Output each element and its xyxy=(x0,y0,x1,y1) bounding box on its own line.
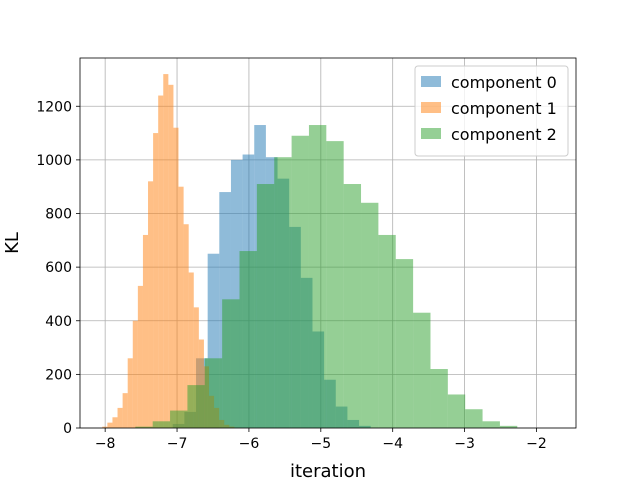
histogram-bar xyxy=(132,320,138,428)
histogram-bar xyxy=(499,425,518,428)
histogram-bar xyxy=(482,421,500,428)
x-tick-label: −8 xyxy=(95,436,116,452)
y-tick-label: 1200 xyxy=(36,99,72,115)
histogram-bar xyxy=(117,407,123,428)
histogram-bar xyxy=(230,159,243,428)
legend-label: component 2 xyxy=(451,125,557,144)
legend-swatch xyxy=(421,102,441,113)
histogram-bar xyxy=(152,421,171,428)
legend-label: component 0 xyxy=(451,73,557,92)
histogram-bar xyxy=(187,385,205,428)
histogram-bar xyxy=(142,234,149,428)
histogram-bar xyxy=(122,393,128,428)
histogram-bar xyxy=(274,157,292,429)
histogram-bar xyxy=(256,184,275,428)
histogram-bar xyxy=(291,135,309,429)
series-1-bars xyxy=(102,74,235,429)
x-tick-label: −3 xyxy=(454,436,475,452)
histogram-bar xyxy=(158,95,164,429)
bars xyxy=(102,74,518,429)
histogram-bar xyxy=(222,299,240,428)
histogram-bar xyxy=(135,426,153,428)
histogram-bar xyxy=(178,186,184,428)
histogram-bar xyxy=(378,234,396,428)
x-tick-label: −4 xyxy=(382,436,403,452)
histogram-bar xyxy=(170,410,188,428)
histogram-bar xyxy=(308,125,327,428)
histogram-bar xyxy=(361,202,379,428)
histogram-bar xyxy=(326,141,344,428)
series-2-bars xyxy=(135,125,518,429)
histogram-bar xyxy=(168,84,174,429)
x-tick-label: −2 xyxy=(526,436,547,452)
y-tick-label: 600 xyxy=(45,260,72,276)
histogram-bar xyxy=(127,358,133,428)
histogram-bar xyxy=(148,181,154,428)
histogram-bar xyxy=(204,358,223,428)
histogram-bar xyxy=(173,127,179,428)
histogram-bar xyxy=(107,422,113,428)
histogram-bar xyxy=(153,133,159,429)
x-axis-ticks: −8 −7 −6 −5 −4 −3 −2 xyxy=(95,428,547,452)
histogram-bar xyxy=(112,417,118,428)
legend-swatch xyxy=(421,76,441,87)
y-tick-label: 800 xyxy=(45,207,72,223)
histogram-bar xyxy=(343,184,362,428)
axes-frame xyxy=(79,57,577,429)
histogram-bar xyxy=(183,224,189,428)
y-tick-label: 200 xyxy=(45,367,72,383)
legend-label: component 1 xyxy=(451,99,557,118)
x-axis-label: iteration xyxy=(290,461,366,480)
x-tick-label: −6 xyxy=(239,436,260,452)
legend-box xyxy=(414,65,569,157)
histogram-bar xyxy=(239,251,257,428)
histogram-bar xyxy=(413,312,431,428)
y-tick-label: 0 xyxy=(63,421,72,437)
x-tick-label: −7 xyxy=(167,436,188,452)
y-axis-label: KL xyxy=(2,232,23,254)
histogram-bar xyxy=(137,285,143,428)
y-axis-ticks: 0 200 400 600 800 1000 1200 xyxy=(36,99,80,437)
histogram-bar xyxy=(430,369,448,428)
histogram-bar xyxy=(198,339,204,428)
histogram-bar xyxy=(395,259,414,428)
histogram-bar xyxy=(465,409,483,428)
legend: component 0 component 1 component 2 xyxy=(414,65,569,157)
y-tick-label: 400 xyxy=(45,314,72,330)
histogram-bar xyxy=(102,426,108,428)
histogram-bar xyxy=(193,307,199,428)
histogram-bar xyxy=(447,394,466,428)
histogram-bar xyxy=(207,253,220,428)
y-tick-label: 1000 xyxy=(36,153,72,169)
x-tick-label: −5 xyxy=(310,436,331,452)
histogram-bar xyxy=(163,74,169,428)
legend-swatch xyxy=(421,128,441,139)
histogram-bar xyxy=(188,272,194,428)
